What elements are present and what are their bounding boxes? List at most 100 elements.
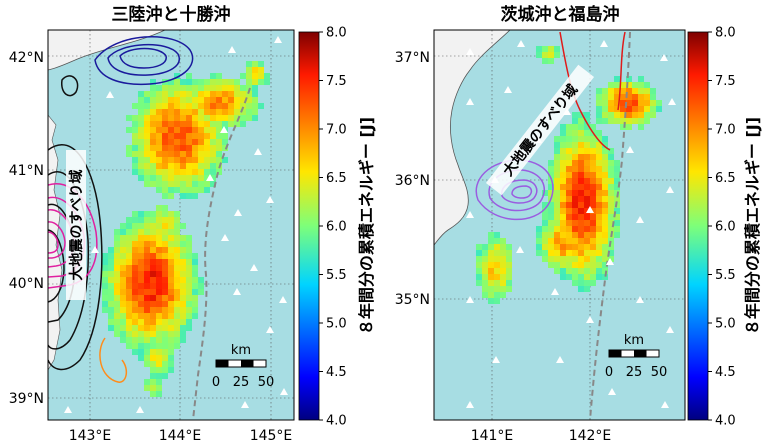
energy-cell <box>162 193 168 199</box>
energy-cell <box>494 280 500 286</box>
energy-cell <box>180 103 186 109</box>
energy-cell <box>108 301 114 307</box>
energy-cell <box>578 202 584 208</box>
energy-cell <box>162 283 168 289</box>
energy-cell <box>596 250 602 256</box>
energy-cell <box>608 106 614 112</box>
energy-cell <box>150 133 156 139</box>
energy-cell <box>102 253 108 259</box>
energy-cell <box>566 184 572 190</box>
energy-cell <box>602 172 608 178</box>
energy-cell <box>120 325 126 331</box>
energy-cell <box>602 196 608 202</box>
energy-cell <box>144 379 150 385</box>
svg-text:39°N: 39°N <box>9 391 44 407</box>
energy-cell <box>162 277 168 283</box>
energy-cell <box>144 385 150 391</box>
energy-cell <box>144 139 150 145</box>
energy-cell <box>246 115 252 121</box>
station-marker <box>254 148 262 155</box>
energy-cell <box>252 109 258 115</box>
energy-cell <box>560 208 566 214</box>
svg-text:0: 0 <box>605 365 613 380</box>
energy-cell <box>114 313 120 319</box>
energy-cell <box>500 244 506 250</box>
energy-cell <box>102 271 108 277</box>
energy-cell <box>126 145 132 151</box>
energy-cell <box>150 85 156 91</box>
energy-cell <box>192 253 198 259</box>
energy-cell <box>102 259 108 265</box>
energy-cell <box>258 103 264 109</box>
energy-cell <box>120 289 126 295</box>
energy-cell <box>192 109 198 115</box>
energy-cell <box>156 307 162 313</box>
energy-cell <box>596 262 602 268</box>
energy-cell <box>168 115 174 121</box>
energy-cell <box>120 259 126 265</box>
right-lat-ticks: 37°N 36°N 35°N <box>395 50 430 308</box>
energy-cell <box>560 238 566 244</box>
energy-cell <box>476 262 482 268</box>
energy-cell <box>138 217 144 223</box>
energy-cell <box>168 307 174 313</box>
energy-cell <box>216 79 222 85</box>
energy-cell <box>228 79 234 85</box>
energy-cell <box>132 349 138 355</box>
energy-cell <box>584 256 590 262</box>
energy-cell <box>216 133 222 139</box>
energy-cell <box>234 109 240 115</box>
energy-cell <box>566 226 572 232</box>
energy-cell <box>650 106 656 112</box>
energy-cell <box>596 220 602 226</box>
energy-cell <box>578 118 584 124</box>
energy-cell <box>180 175 186 181</box>
energy-cell <box>488 298 494 304</box>
energy-cell <box>180 187 186 193</box>
energy-cell <box>252 73 258 79</box>
energy-cell <box>554 262 560 268</box>
energy-cell <box>210 73 216 79</box>
energy-cell <box>578 220 584 226</box>
energy-cell <box>566 274 572 280</box>
energy-cell <box>144 235 150 241</box>
energy-cell <box>132 331 138 337</box>
energy-cell <box>650 112 656 118</box>
energy-cell <box>590 262 596 268</box>
energy-cell <box>566 268 572 274</box>
energy-cell <box>216 121 222 127</box>
energy-cell <box>566 166 572 172</box>
energy-cell <box>482 244 488 250</box>
energy-cell <box>150 271 156 277</box>
energy-cell <box>590 280 596 286</box>
energy-cell <box>536 52 542 58</box>
energy-cell <box>168 217 174 223</box>
energy-cell <box>144 217 150 223</box>
energy-cell <box>138 133 144 139</box>
energy-cell <box>150 361 156 367</box>
energy-cell <box>138 115 144 121</box>
energy-cell <box>506 244 512 250</box>
energy-cell <box>162 337 168 343</box>
energy-cell <box>192 307 198 313</box>
energy-cell <box>150 319 156 325</box>
energy-cell <box>572 148 578 154</box>
energy-cell <box>138 343 144 349</box>
energy-cell <box>132 283 138 289</box>
energy-cell <box>590 196 596 202</box>
energy-cell <box>210 169 216 175</box>
energy-cell <box>584 208 590 214</box>
energy-cell <box>156 385 162 391</box>
energy-cell <box>548 226 554 232</box>
energy-cell <box>548 214 554 220</box>
energy-cell <box>144 121 150 127</box>
energy-cell <box>150 139 156 145</box>
energy-cell <box>162 103 168 109</box>
energy-cell <box>144 247 150 253</box>
energy-cell <box>542 202 548 208</box>
energy-cell <box>584 286 590 292</box>
energy-cell <box>144 229 150 235</box>
energy-cell <box>608 88 614 94</box>
energy-cell <box>144 283 150 289</box>
station-marker <box>466 211 474 218</box>
